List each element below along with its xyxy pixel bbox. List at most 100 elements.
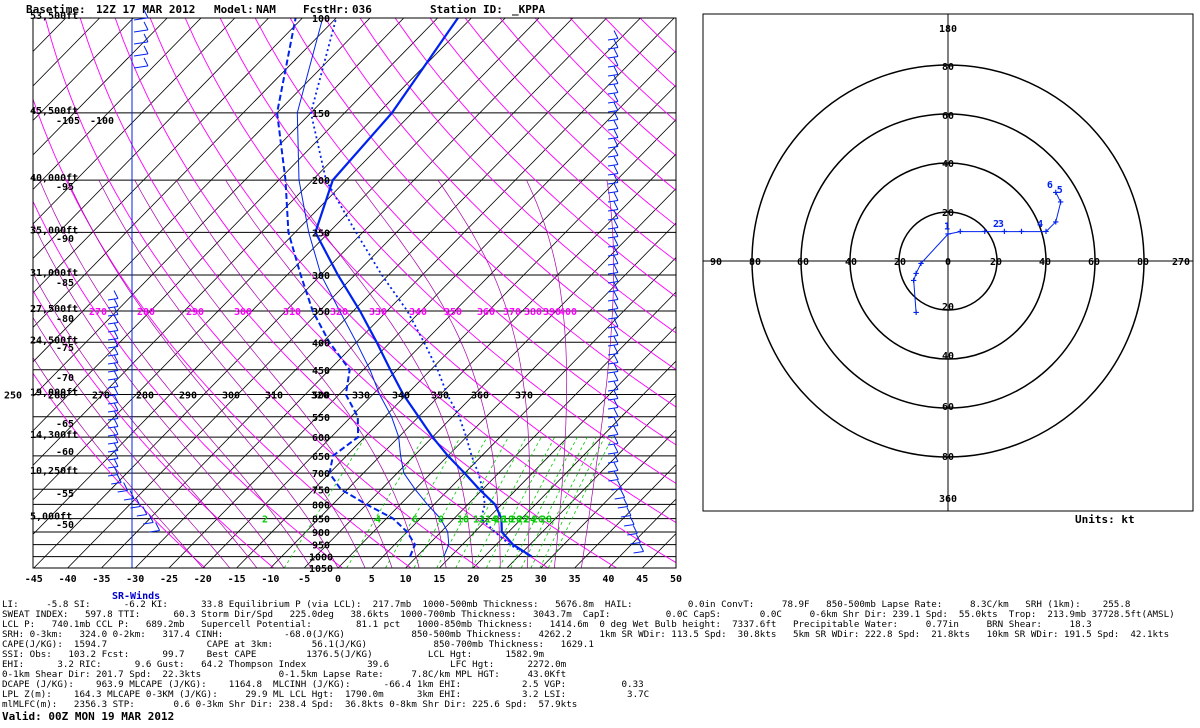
wind-barb-flag xyxy=(143,45,149,55)
right-wind-barb xyxy=(607,84,619,95)
ring-label-right: 20 xyxy=(990,257,1002,268)
parcel-profile-line xyxy=(309,18,533,558)
left-wind-barb xyxy=(107,298,119,309)
hodograph-point: + xyxy=(913,307,919,318)
ring-label-left: 40 xyxy=(845,257,857,268)
wind-barb-shaft xyxy=(133,41,149,45)
isotherm-line xyxy=(202,84,676,568)
temp-axis-label: 35 xyxy=(569,574,581,585)
wind-barb-flag xyxy=(113,466,119,475)
hodograph-point: + xyxy=(1043,227,1049,238)
wind-barb-shaft xyxy=(607,398,619,401)
right-wind-barb xyxy=(630,534,641,545)
dry-adiabat-line xyxy=(44,18,480,568)
sr-winds-label: SR-Winds xyxy=(112,591,161,602)
ring-label-top: 40 xyxy=(942,159,954,170)
moist-adiabat-line xyxy=(284,179,474,568)
wind-barb-shaft xyxy=(620,515,632,518)
hodograph-point: + xyxy=(1058,197,1064,208)
wind-barb-shaft xyxy=(133,29,149,33)
left-wind-barb xyxy=(107,450,119,461)
wind-barb-shaft xyxy=(107,402,119,405)
wind-barb-flag xyxy=(113,418,119,427)
temp-axis-label: 25 xyxy=(501,574,513,585)
wind-barb-flag xyxy=(113,394,119,403)
left-wind-barb xyxy=(107,418,119,429)
temp-axis-label: 15 xyxy=(433,574,445,585)
right-wind-barb xyxy=(607,399,619,410)
right-wind-barb xyxy=(607,219,619,230)
left-wind-barb xyxy=(107,322,119,333)
pressure-label: 450 xyxy=(312,366,330,377)
wind-barb-flag xyxy=(613,165,619,174)
wind-barb-flag xyxy=(613,264,619,273)
hodograph-height-label: 4 xyxy=(1037,219,1043,230)
wind-barb-shaft xyxy=(607,101,619,104)
temp-axis-label: -10 xyxy=(261,574,279,585)
hodograph-point: + xyxy=(1018,227,1024,238)
wind-barb-shaft xyxy=(107,394,119,397)
hodograph-point: + xyxy=(957,227,963,238)
wind-barb-shaft xyxy=(624,524,635,527)
right-wind-barb xyxy=(607,426,619,437)
wind-barb-shaft xyxy=(107,298,119,301)
wind-barb-flag xyxy=(142,506,148,515)
isotherm-line xyxy=(33,18,506,501)
pressure-label: 950 xyxy=(312,541,330,552)
pressure-label: 150 xyxy=(312,109,330,120)
temp-axis-label: -30 xyxy=(126,574,144,585)
wind-barb-shaft xyxy=(607,461,619,464)
moist-adiabat-line xyxy=(437,179,531,568)
isotherm-line xyxy=(33,18,269,259)
basetime-label: Basetime: xyxy=(26,3,86,16)
stats-line: DCAPE (J/KG): 963.9 MLCAPE (J/KG): 1164.… xyxy=(2,679,644,690)
moist-adiabat-line xyxy=(175,179,420,568)
moist-adiabat-line xyxy=(225,179,447,568)
wind-barb-shaft xyxy=(607,254,619,257)
mixing-ratio-label: 14 xyxy=(485,515,497,526)
left-wind-barb xyxy=(136,506,148,517)
hodograph-height-label: 5 xyxy=(1057,185,1063,196)
right-wind-barb xyxy=(607,354,619,365)
right-wind-barb xyxy=(607,327,619,338)
temp-axis-label: -35 xyxy=(92,574,110,585)
left-wind-barb xyxy=(107,354,119,365)
left-wind-barb xyxy=(107,442,119,453)
wind-barb-flag xyxy=(113,362,119,371)
ring-label-bottom: 60 xyxy=(942,402,954,413)
mixing-ratio-label: 4 xyxy=(375,515,381,526)
wind-barb-shaft xyxy=(607,128,619,131)
wind-barb-flag xyxy=(613,408,619,417)
isotherm-line xyxy=(101,18,641,568)
ring-label-bottom: 40 xyxy=(942,351,954,362)
isotherm-line xyxy=(33,18,134,122)
dry-adiabat-line xyxy=(429,18,676,262)
moist-adiabat-line xyxy=(581,180,615,568)
ring-label-bottom: 20 xyxy=(942,302,954,313)
mixing-ratio-line xyxy=(455,436,527,568)
wind-barb-flag xyxy=(113,450,119,459)
wind-barb-shaft xyxy=(123,498,135,501)
height-label: 31,000ft xyxy=(30,268,78,279)
wind-barb-flag xyxy=(613,417,619,426)
wind-barb-shaft xyxy=(107,378,119,381)
wind-barb-shaft xyxy=(607,272,619,275)
wind-barb-flag xyxy=(613,30,619,39)
right-wind-barb xyxy=(607,156,619,167)
mixing-ratio-line xyxy=(283,436,366,568)
right-wind-barb xyxy=(607,408,619,419)
left-temp-label: -60 xyxy=(56,447,74,458)
hodograph-height-label: 3 xyxy=(998,219,1004,230)
right-wind-barb xyxy=(607,48,619,59)
right-wind-barb xyxy=(607,336,619,347)
moist-adiabat-line xyxy=(526,179,568,568)
wind-barb-shaft xyxy=(107,314,119,317)
right-wind-barb xyxy=(607,174,619,185)
wind-barb-shaft xyxy=(607,146,619,149)
wind-barb-flag xyxy=(613,309,619,318)
ring-label-left: 90 xyxy=(710,257,722,268)
left-temp-label: -90 xyxy=(56,234,74,245)
wind-barb-flag xyxy=(613,66,619,75)
hodograph-point: + xyxy=(945,229,951,240)
wind-barb-shaft xyxy=(607,470,619,473)
